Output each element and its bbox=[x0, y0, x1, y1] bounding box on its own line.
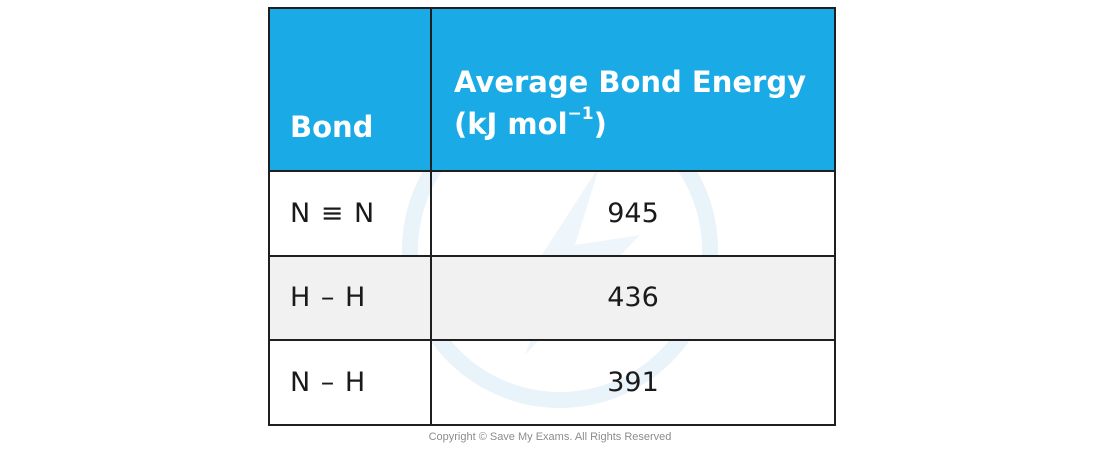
energy-column-header: Average Bond Energy (kJ mol−1) bbox=[430, 7, 836, 172]
bond-column-header: Bond bbox=[268, 7, 432, 172]
energy-header-unit: (kJ mol−1) bbox=[454, 104, 607, 141]
copyright-notice: Copyright © Save My Exams. All Rights Re… bbox=[428, 431, 672, 443]
energy-cell: 391 bbox=[430, 339, 836, 426]
bond-energy-table: Bond Average Bond Energy (kJ mol−1) N ≡ … bbox=[268, 7, 836, 426]
table-row: H – H 436 bbox=[268, 254, 836, 342]
bond-cell: H – H bbox=[268, 254, 432, 342]
bond-cell: N – H bbox=[268, 339, 432, 426]
table-row: N ≡ N 945 bbox=[268, 170, 836, 257]
energy-unit-exponent: −1 bbox=[567, 104, 594, 125]
bond-energy-table-container: Bond Average Bond Energy (kJ mol−1) N ≡ … bbox=[268, 7, 836, 426]
energy-cell: 945 bbox=[430, 170, 836, 257]
table-row: N – H 391 bbox=[268, 339, 836, 426]
energy-cell: 436 bbox=[430, 254, 836, 342]
energy-unit-suffix: ) bbox=[593, 106, 607, 141]
table-header-row: Bond Average Bond Energy (kJ mol−1) bbox=[268, 7, 836, 172]
energy-header-title: Average Bond Energy bbox=[454, 64, 806, 99]
energy-unit-prefix: (kJ mol bbox=[454, 106, 568, 141]
bond-cell: N ≡ N bbox=[268, 170, 432, 257]
